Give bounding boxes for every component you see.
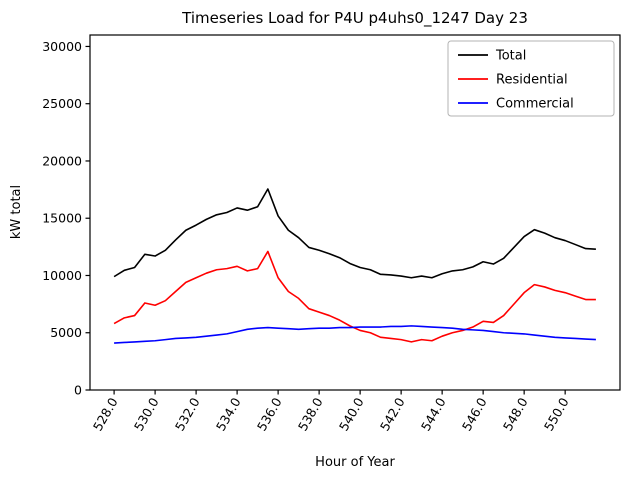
y-tick-label: 5000: [50, 325, 82, 340]
x-tick-label: 532.0: [172, 395, 203, 434]
x-tick-label: 550.0: [541, 395, 572, 434]
chart-title: Timeseries Load for P4U p4uhs0_1247 Day …: [181, 9, 528, 28]
legend-label-total: Total: [495, 49, 526, 64]
x-tick-label: 544.0: [418, 395, 449, 434]
plot-area: 0 5000 10000 15000 20000 25000 30000 528.0 530.0…: [42, 34, 621, 434]
series-line-total: [113, 188, 596, 279]
y-tick-label: 25000: [42, 96, 82, 111]
y-tick-label: 15000: [42, 211, 82, 226]
legend-box: [447, 40, 615, 117]
legend-label-residential: Residential: [496, 73, 568, 88]
x-tick-label: 546.0: [459, 395, 490, 434]
y-tick-label: 0: [74, 382, 82, 397]
y-tick-label: 20000: [42, 153, 82, 168]
x-tick-label: 534.0: [213, 395, 244, 434]
x-tick-label: 538.0: [295, 395, 326, 434]
x-tick-label: 530.0: [131, 395, 162, 434]
x-tick-label: 542.0: [377, 395, 408, 434]
y-axis-label: kW total: [9, 185, 24, 239]
series-line-residential: [113, 250, 596, 343]
legend-label-commercial: Commercial: [496, 97, 574, 112]
x-tick-label: 528.0: [90, 395, 121, 434]
x-axis-label: Hour of Year: [315, 455, 395, 470]
x-tick-label: 536.0: [254, 395, 285, 434]
y-tick-label: 30000: [42, 39, 82, 54]
y-tick-label: 10000: [42, 268, 82, 283]
axes-frame: [89, 34, 621, 391]
series-line-commercial: [114, 325, 596, 344]
x-tick-label: 548.0: [500, 395, 531, 434]
x-tick-label: 540.0: [336, 395, 367, 434]
